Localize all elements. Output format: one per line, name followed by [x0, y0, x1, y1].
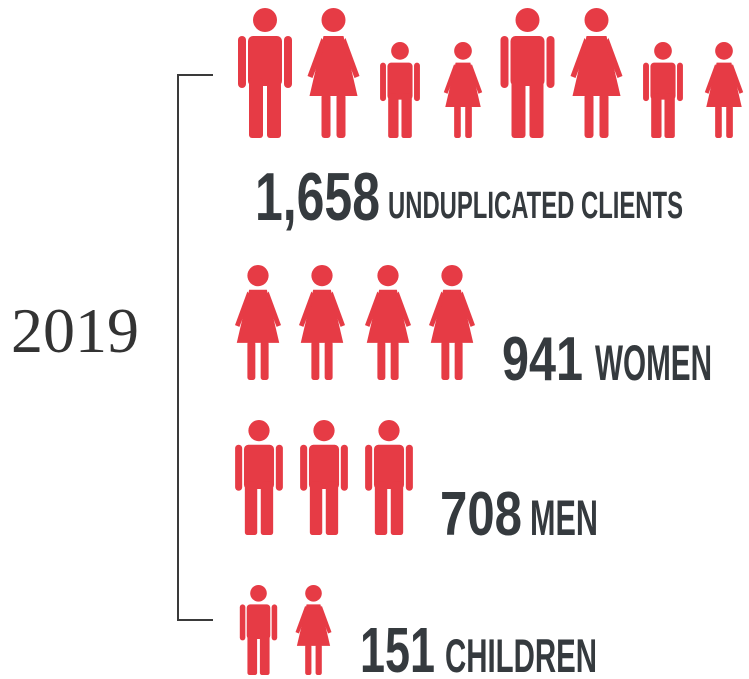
men-label: MEN: [530, 490, 598, 546]
icons-row-women: [235, 265, 475, 380]
women-label: WOMEN: [595, 335, 712, 391]
children-label: CHILDREN: [445, 629, 597, 679]
icons-row-all: [238, 8, 744, 138]
clients-label: UNDUPLICATED CLIENTS: [388, 185, 683, 227]
year: 2019: [11, 295, 139, 366]
bracket: [177, 74, 213, 621]
icons-row-children: [239, 585, 332, 675]
clients-number: 1,658: [255, 159, 380, 235]
icons-row-men: [235, 420, 413, 535]
women-number: 941: [502, 325, 583, 394]
children-number: 151: [360, 614, 435, 679]
men-number: 708: [440, 480, 522, 549]
